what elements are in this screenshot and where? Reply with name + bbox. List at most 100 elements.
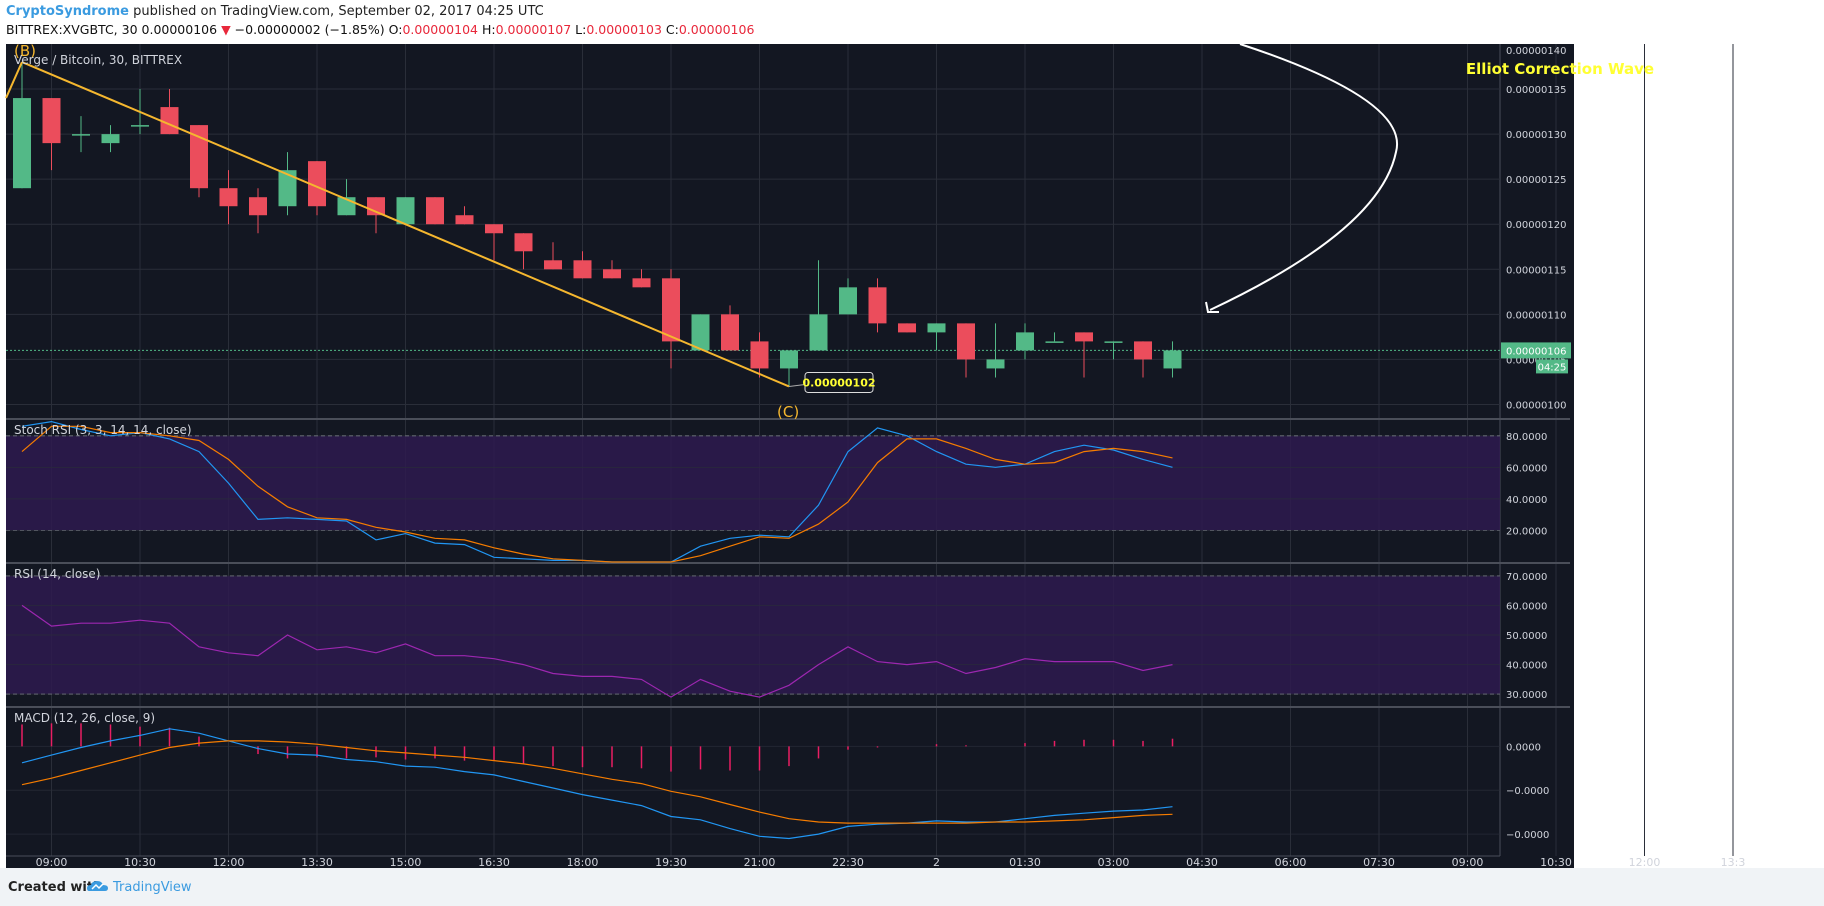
y-tick-label: −0.0000 [1506,830,1549,841]
y-tick-label: 40.0000 [1506,661,1547,672]
annotation-text: Elliot Correction Wave [1466,60,1654,78]
candle-body [308,161,326,207]
indicator-title: RSI (14, close) [14,567,100,581]
x-tick-label: 09:00 [36,856,68,868]
y-tick-label: 0.00000120 [1506,220,1566,231]
x-tick-label: 12:00 [213,856,245,868]
x-tick-label: 18:00 [567,856,599,868]
publish-line: CryptoSyndrome published on TradingView.… [6,4,544,19]
y-tick-label: 0.00000115 [1506,265,1566,276]
price-tooltip-box [804,371,874,393]
y-tick-label: 50.0000 [1506,631,1547,642]
low-label: L: [575,22,587,37]
y-tick-label: 60.0000 [1506,463,1547,474]
countdown-badge-text: 04:25 [1538,362,1567,373]
last-price-badge-text: 0.00000106 [1506,346,1566,357]
x-tick-label: 16:30 [478,856,510,868]
x-tick-label: 06:00 [1275,856,1307,868]
candle-body [455,215,474,225]
indicator-title: Stoch RSI (3, 3, 14, 14, close) [14,423,192,437]
countdown-badge [1536,359,1568,374]
y-tick-label: 0.00000130 [1506,130,1566,141]
candle-body [514,233,533,252]
x-tick-label: 22:30 [832,856,864,868]
candle-body [42,98,61,144]
y-tick-label: 0.00000135 [1506,85,1566,96]
last-price: 0.00000106 [141,22,218,37]
indicator-line-1 [21,425,1173,563]
candle-body [219,188,238,207]
close-value: 0.00000106 [678,22,755,37]
candle-body [986,359,1005,369]
price-tooltip-text: 0.00000102 [802,376,875,389]
candle-body [780,350,798,369]
open-label: O: [388,22,403,37]
x-tick-label: 07:30 [1363,856,1395,868]
x-tick-label: 21:00 [744,856,776,868]
candle-body [603,269,621,279]
tradingview-brand[interactable]: TradingView [113,880,192,895]
candle-body [573,260,592,279]
down-arrow-icon: ▼ [221,22,231,37]
price-pane-title: Verge / Bitcoin, 30, BITTREX [14,53,182,67]
trendline-start [5,61,23,99]
author-link[interactable]: CryptoSyndrome [6,4,129,19]
candle-body [898,323,916,333]
candle-body [249,197,267,216]
candle-body [632,278,651,288]
ohlc-line: BITTREX:XVGBTC, 30 0.00000106 ▼ −0.00000… [6,22,754,37]
y-tick-label: 60.0000 [1506,601,1547,612]
x-tick-label: 13:30 [301,856,333,868]
x-tick-label: 15:00 [390,856,422,868]
published-text: published on TradingView.com, September … [133,4,544,19]
price-axis-background [1500,44,1574,868]
candle-body [1045,341,1064,343]
candle-body [485,224,503,234]
y-tick-label: 0.00000100 [1506,400,1566,411]
high-value: 0.00000107 [495,22,572,37]
candle-body [101,134,120,144]
x-tick-label: 13:3 [1721,856,1746,868]
candle-body [868,287,887,324]
y-tick-label: 70.0000 [1506,572,1547,583]
candle-body [750,341,769,369]
wave-label-c: (C) [777,403,799,421]
open-value: 0.00000104 [402,22,478,37]
candle-body [396,197,415,225]
y-tick-label: 20.0000 [1506,526,1547,537]
y-tick-label: 40.0000 [1506,495,1547,506]
tradingview-cloud-icon [87,881,108,891]
candle-body [1075,332,1093,342]
y-tick-label: 0.00000125 [1506,175,1566,186]
candle-body [1104,341,1123,343]
candle-body [160,107,179,135]
candle-body [1134,341,1152,360]
candle-body [691,314,710,351]
candle-body [662,278,680,342]
symbol-label: BITTREX:XVGBTC, 30 [6,22,138,37]
x-tick-label: 03:00 [1098,856,1130,868]
y-tick-label: 0.00000110 [1506,310,1566,321]
change-value: −0.00000002 (−1.85%) [234,22,385,37]
wave-label-b: (B) [14,42,36,60]
high-label: H: [481,22,496,37]
created-with-label: Created with [8,880,103,895]
indicator-band [6,435,1500,531]
last-price-badge [1501,342,1571,359]
x-tick-label: 12:00 [1629,856,1661,868]
y-tick-label: 0.00000140 [1506,46,1566,57]
candle-body [721,314,739,351]
candle-body [1016,332,1034,351]
candle-body [544,260,562,270]
x-tick-label: 09:00 [1452,856,1484,868]
y-tick-label: −0.0000 [1506,786,1549,797]
chart-area[interactable]: 09:00 10:30 12:00 13:30 15:00 16:30 18:00 19:30… [0,0,1824,868]
candle-body [839,287,857,315]
x-tick-label: 01:30 [1009,856,1041,868]
candle-body [278,170,297,207]
header-bar: CryptoSyndrome published on TradingView.… [0,0,1824,44]
candle-body [131,125,149,127]
x-tick-label: 10:30 [1540,856,1572,868]
low-value: 0.00000103 [586,22,662,37]
y-tick-label: 80.0000 [1506,432,1547,443]
